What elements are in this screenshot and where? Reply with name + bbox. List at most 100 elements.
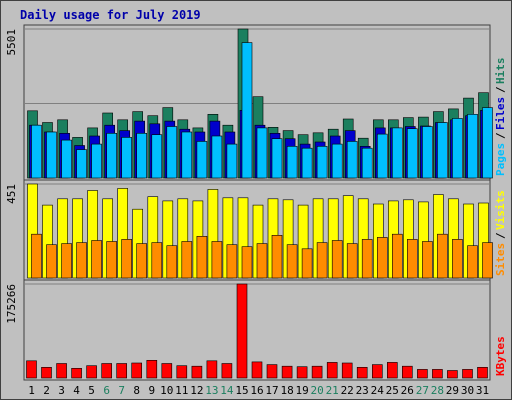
bar-pages-6: [106, 133, 117, 179]
panel-visits_sites: 451 Sites / Visits: [5, 179, 507, 281]
bar-pages-23: [361, 147, 373, 179]
legend-pages: Pages: [494, 143, 507, 176]
bar-pages-14: [226, 143, 238, 179]
bar-sites-17: [271, 235, 283, 279]
bar-kbytes-20: [311, 365, 323, 379]
x-tick-label: 4: [73, 384, 80, 397]
bar-kbytes-12: [191, 365, 203, 379]
bar-sites-18: [286, 244, 298, 279]
bar-sites-12: [196, 236, 208, 279]
bar-sites-15: [241, 246, 253, 279]
bar-kbytes-11: [176, 365, 188, 379]
bar-pages-25: [391, 127, 403, 179]
bar-sites-7: [121, 239, 132, 279]
bar-kbytes-7: [116, 363, 127, 379]
x-tick-label: 18: [280, 384, 293, 397]
side-legend: Sites / Visits: [494, 190, 507, 276]
bar-pages-4: [76, 149, 87, 179]
bar-kbytes-15: [236, 283, 248, 379]
bar-pages-31: [482, 107, 493, 179]
bar-sites-13: [211, 241, 223, 279]
legend-separator: /: [494, 232, 507, 239]
x-tick-label: 22: [341, 384, 354, 397]
panels-group: 5501Pages/Files/Hits451Sites/Visits17526…: [5, 24, 507, 381]
side-legend: KBytes: [494, 336, 507, 376]
bar-sites-27: [422, 241, 433, 279]
x-tick-label: 8: [133, 384, 140, 397]
x-tick-label: 11: [175, 384, 188, 397]
bar-kbytes-16: [251, 361, 263, 379]
x-tick-label: 29: [446, 384, 459, 397]
bar-sites-25: [391, 233, 403, 279]
bar-sites-10: [166, 245, 178, 279]
bar-kbytes-2: [41, 366, 52, 379]
bar-pages-24: [376, 133, 388, 179]
bar-kbytes-21: [326, 362, 338, 379]
bar-kbytes-31: [477, 366, 488, 379]
bar-kbytes-4: [71, 367, 82, 379]
x-tick-label: 16: [250, 384, 263, 397]
bar-pages-17: [271, 138, 283, 179]
bar-kbytes-25: [386, 362, 398, 379]
legend-files: Files: [494, 97, 507, 130]
panel-kbytes: 175266 KBytes: [5, 279, 507, 381]
bar-sites-8: [136, 243, 147, 279]
bar-sites-4: [76, 242, 87, 279]
bar-sites-16: [256, 243, 268, 279]
bar-sites-5: [91, 240, 102, 279]
x-tick-label: 25: [386, 384, 399, 397]
series-visits: [27, 183, 489, 279]
bar-kbytes-27: [417, 369, 428, 379]
bar-pages-1: [31, 124, 42, 179]
bar-pages-16: [256, 127, 268, 179]
x-axis-labels: 1 2 3 4 5 6 7 8 9 10 11 12 13 14 15 16 17 18 19 20 21 22 23 24 2…: [28, 384, 489, 397]
x-tick-label: 20: [310, 384, 323, 397]
bar-pages-19: [301, 147, 313, 179]
series-pages: [31, 42, 493, 179]
bar-sites-19: [301, 248, 313, 279]
bar-kbytes-23: [356, 366, 368, 379]
x-tick-label: 12: [190, 384, 203, 397]
x-tick-label: 10: [160, 384, 173, 397]
bar-pages-8: [136, 133, 147, 179]
bar-sites-1: [31, 233, 42, 279]
bar-pages-30: [467, 114, 478, 179]
x-tick-label: 15: [235, 384, 248, 397]
x-tick-label: 28: [431, 384, 444, 397]
bar-kbytes-26: [401, 365, 413, 379]
bar-kbytes-3: [56, 363, 67, 379]
bar-sites-21: [331, 240, 343, 279]
bar-kbytes-5: [86, 365, 97, 379]
bar-sites-3: [61, 243, 72, 279]
bar-pages-28: [437, 122, 448, 179]
bar-pages-26: [406, 128, 418, 179]
bar-kbytes-29: [447, 370, 458, 379]
x-tick-label: 30: [461, 384, 474, 397]
series-kbytes: [26, 283, 488, 379]
bar-kbytes-22: [341, 362, 353, 379]
bar-sites-2: [46, 244, 57, 279]
x-tick-label: 21: [326, 384, 339, 397]
bar-kbytes-8: [131, 362, 142, 379]
bar-sites-11: [181, 241, 193, 279]
x-tick-label: 1: [28, 384, 35, 397]
bar-sites-6: [106, 241, 117, 279]
bar-pages-18: [286, 146, 298, 179]
legend-sites: Sites: [494, 243, 507, 276]
x-tick-label: 6: [103, 384, 110, 397]
y-max-label: 451: [5, 184, 18, 204]
bar-kbytes-14: [221, 363, 233, 379]
x-tick-label: 26: [401, 384, 414, 397]
bar-pages-5: [91, 143, 102, 179]
bar-pages-22: [346, 141, 358, 179]
bar-sites-26: [406, 239, 418, 279]
bar-pages-29: [452, 118, 463, 179]
x-tick-label: 5: [88, 384, 95, 397]
side-legend: Pages/Files/Hits: [494, 58, 507, 177]
bar-sites-14: [226, 244, 238, 279]
bar-sites-20: [316, 242, 328, 279]
chart-title: Daily usage for July 2019: [20, 8, 201, 22]
bar-kbytes-28: [432, 369, 443, 379]
